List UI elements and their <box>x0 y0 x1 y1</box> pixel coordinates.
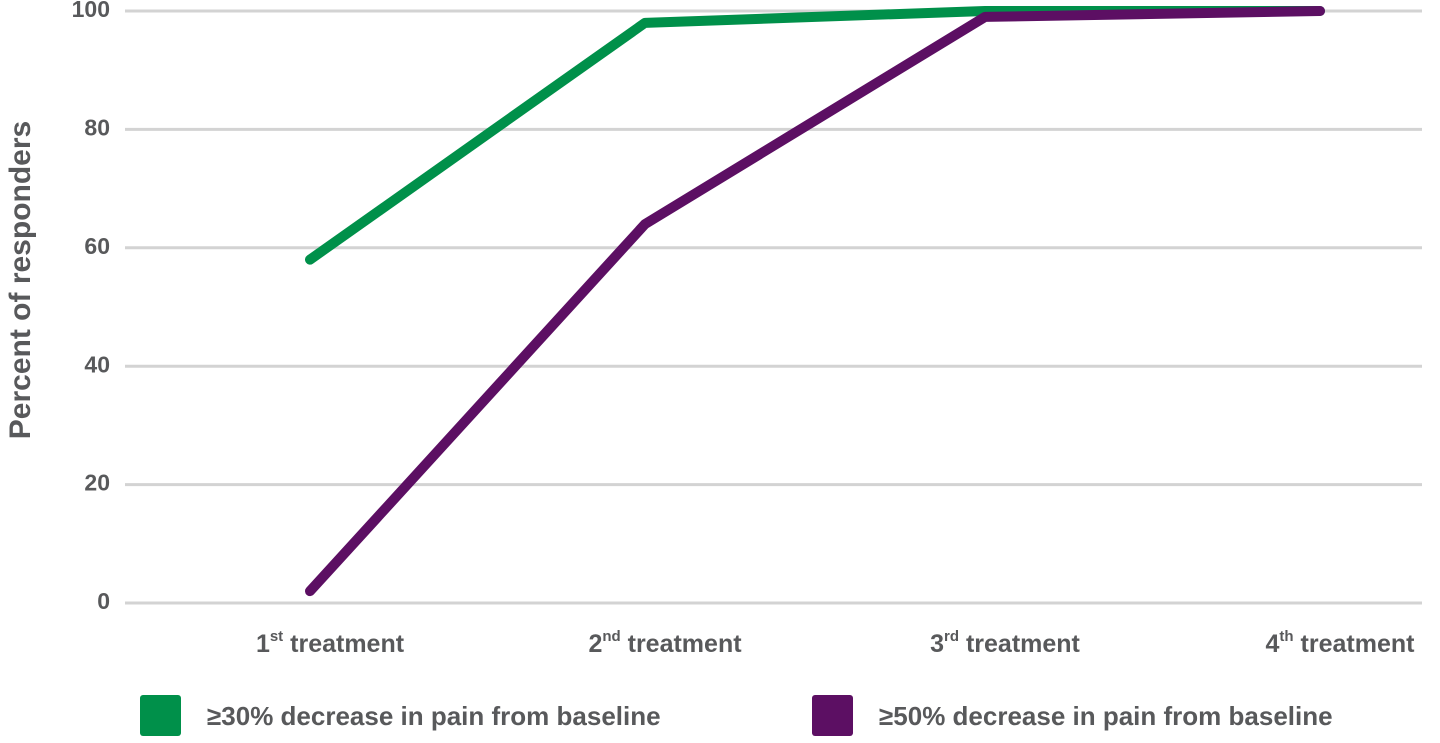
y-tick-label: 40 <box>84 351 110 377</box>
x-tick-label: 1st treatment <box>256 628 405 658</box>
x-tick-label: 3rd treatment <box>930 628 1080 658</box>
legend-label: ≥50% decrease in pain from baseline <box>879 701 1333 731</box>
legend-swatch <box>812 695 853 736</box>
legend-label: ≥30% decrease in pain from baseline <box>207 701 661 731</box>
data-line <box>305 6 1325 265</box>
y-axis-label: Percent of responders <box>4 121 37 439</box>
y-tick-label: 100 <box>72 0 110 22</box>
y-tick-label: 20 <box>84 470 110 496</box>
data-line <box>305 6 1325 597</box>
legend-swatch <box>140 695 181 736</box>
y-tick-label: 80 <box>84 114 110 140</box>
x-tick-label: 4th treatment <box>1266 628 1416 658</box>
y-tick-label: 60 <box>84 233 110 259</box>
x-tick-label: 2nd treatment <box>588 628 742 658</box>
y-tick-label: 0 <box>97 588 110 614</box>
